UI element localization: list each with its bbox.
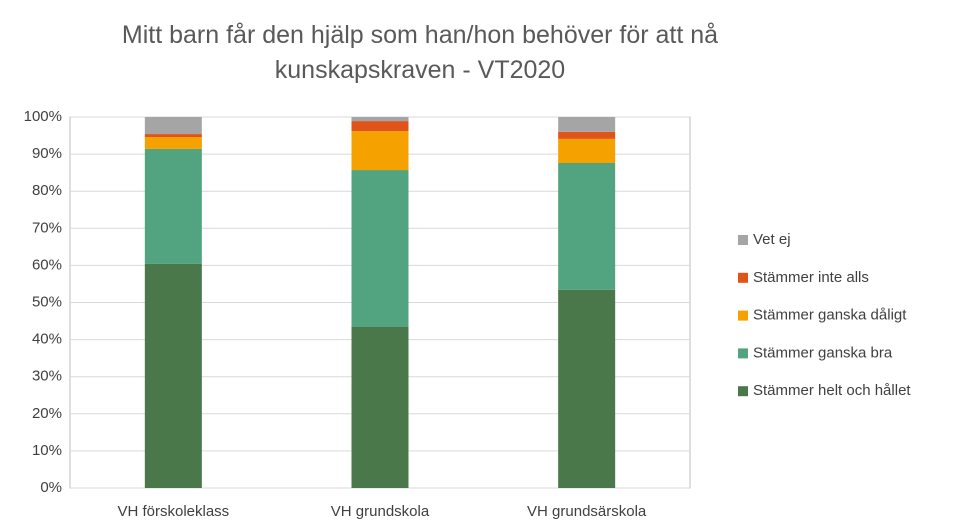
legend-label: Stämmer inte alls: [753, 269, 869, 286]
bar-segment: [558, 163, 616, 290]
y-tick-label: 50%: [32, 293, 62, 310]
legend-swatch: [738, 386, 748, 397]
y-tick-label: 10%: [32, 442, 62, 459]
y-tick-label: 90%: [32, 145, 62, 162]
legend-label: Vet ej: [753, 231, 791, 248]
legend-label: Stämmer ganska dåligt: [753, 307, 907, 324]
y-tick-label: 100%: [24, 108, 62, 125]
bar-segment: [351, 117, 409, 122]
legend-swatch: [738, 272, 748, 283]
bar-segment: [144, 134, 202, 138]
bar-segment: [558, 289, 616, 488]
bar-segment: [144, 263, 202, 488]
y-tick-label: 70%: [32, 219, 62, 236]
y-tick-label: 20%: [32, 405, 62, 422]
legend-swatch: [738, 310, 748, 321]
chart-title: Mitt barn får den hjälp som han/hon behö…: [121, 21, 719, 84]
legend-label: Stämmer helt och hållet: [753, 382, 911, 399]
y-tick-label: 0%: [40, 479, 62, 496]
bar-segment: [558, 131, 616, 139]
x-tick-label: VH förskoleklass: [117, 503, 229, 520]
bar-segment: [351, 326, 409, 488]
x-tick-label: VH grundsärskola: [527, 503, 647, 520]
y-tick-label: 80%: [32, 182, 62, 199]
bar-segment: [351, 121, 409, 132]
legend-swatch: [738, 235, 748, 245]
bar-segment: [558, 138, 616, 164]
bar-segment: [144, 117, 202, 135]
y-tick-label: 40%: [32, 331, 62, 348]
bar-segment: [144, 148, 202, 264]
bar-segment: [558, 117, 616, 132]
x-tick-label: VH grundskola: [331, 503, 430, 520]
bar-segment: [144, 137, 202, 149]
legend-swatch: [738, 348, 748, 359]
bar-segment: [351, 170, 409, 327]
y-tick-label: 30%: [32, 368, 62, 385]
legend-label: Stämmer ganska bra: [753, 344, 893, 361]
y-tick-label: 60%: [32, 256, 62, 273]
bar-segment: [351, 131, 409, 171]
